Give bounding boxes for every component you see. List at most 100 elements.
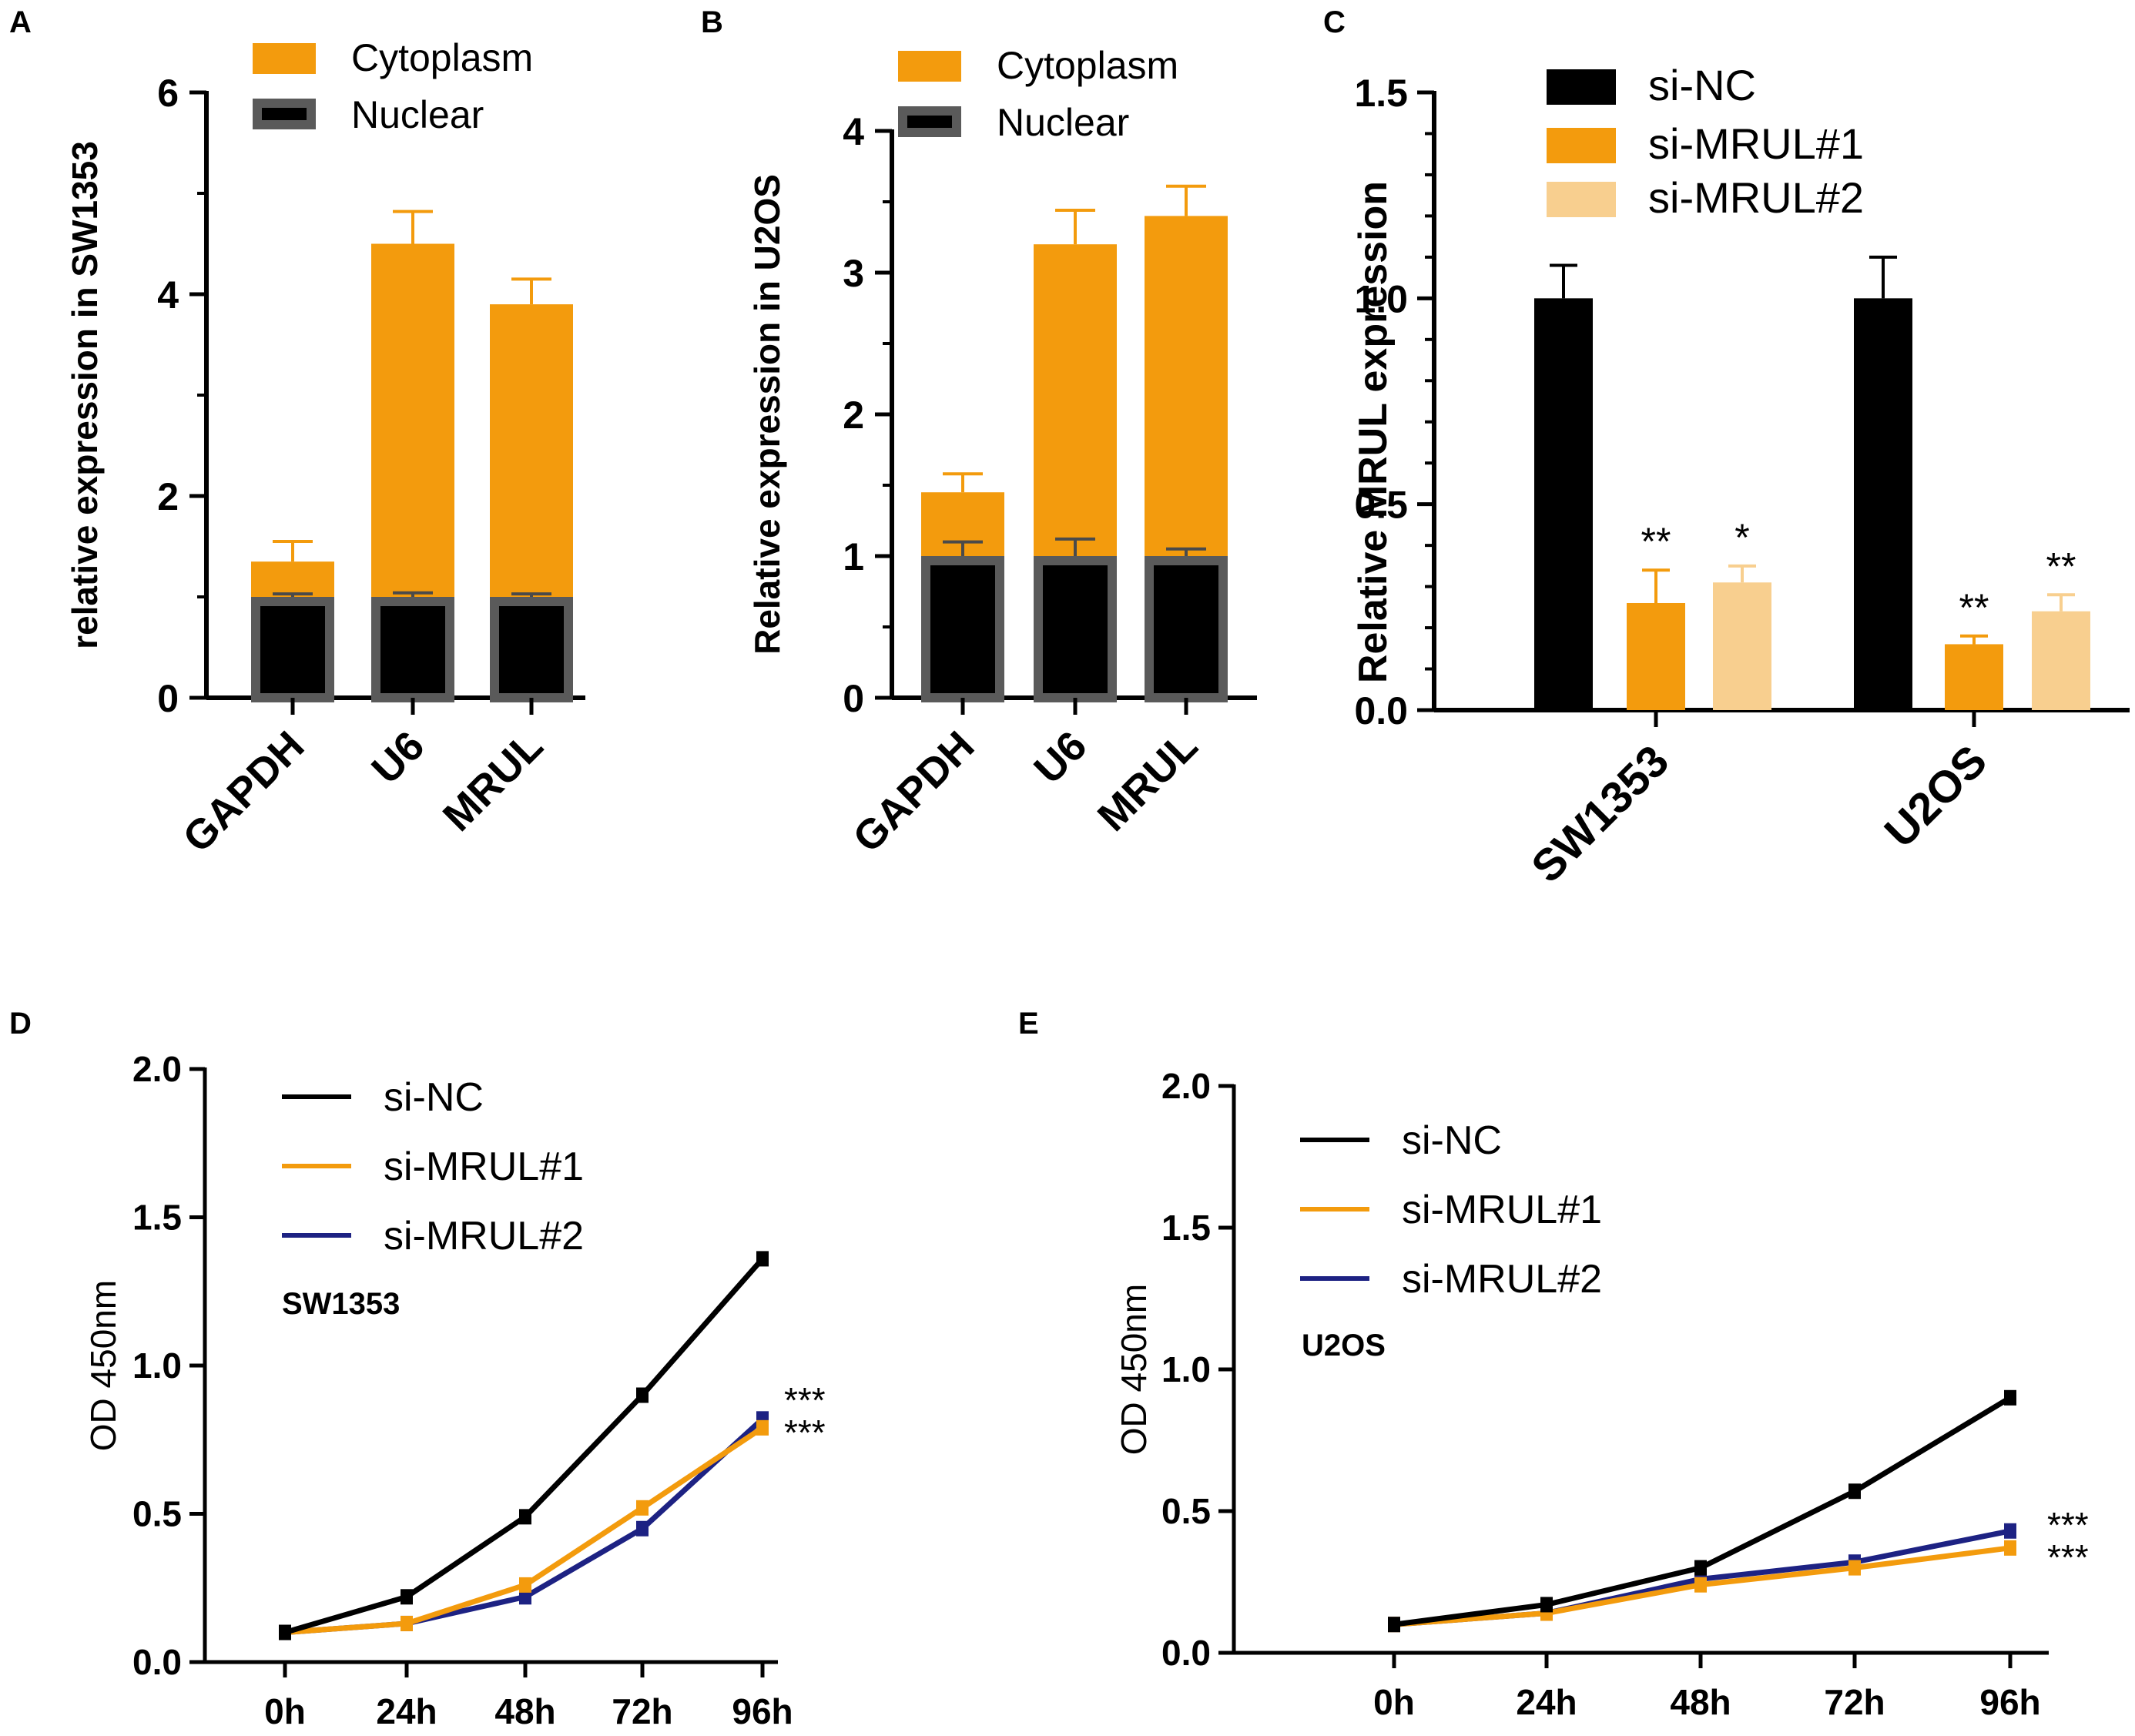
panel-a-cytoplasm-bar-gapdh — [251, 561, 334, 597]
panel-e-xtick-label-0h: 0h — [1373, 1682, 1415, 1722]
panel-e-ytick-label-2: 1.0 — [1161, 1349, 1211, 1389]
panel-a-legend-swatch-cytoplasm — [253, 43, 316, 74]
panel-d-point-si-mrul-2-48h — [519, 1589, 531, 1605]
panel-c-ytick-label-1: 0.5 — [1354, 484, 1408, 527]
panel-b-ytick-label-4: 4 — [843, 110, 864, 153]
panel-d-point-si-nc-48h — [519, 1509, 531, 1525]
panel-b-ytick-label-1: 1 — [843, 535, 864, 578]
panel-c-significance-u2os-si-mrul-2: ** — [2046, 545, 2076, 588]
panel-e-point-si-mrul-1-48h — [1694, 1577, 1707, 1593]
panel-a-legend-label-nuclear: Nuclear — [351, 93, 484, 136]
panel-c-y-axis-label: Relative MRUL expression — [1351, 181, 1396, 683]
panel-b-cytoplasm-bar-mrul — [1145, 216, 1228, 556]
panel-c-bar-u2os-si-mrul-1 — [1945, 644, 2003, 710]
panel-d-xtick-label-72h: 72h — [612, 1691, 672, 1731]
panel-e-point-si-mrul-1-72h — [1848, 1560, 1861, 1576]
panel-c-ytick-label-3: 1.5 — [1354, 72, 1408, 115]
panel-b-legend-swatch-nuclear — [898, 106, 961, 137]
panel-b-xtick-label-gapdh: GAPDH — [844, 722, 983, 861]
panel-a-xtick-label-gapdh: GAPDH — [174, 722, 313, 861]
panel-d-legend-label-si-mrul-2: si-MRUL#2 — [384, 1214, 584, 1258]
panel-c-bar-sw1353-si-mrul-1 — [1627, 602, 1685, 710]
panel-b-nuclear-bar-mrul — [1145, 556, 1228, 702]
panel-e-point-si-mrul-1-96h — [2004, 1540, 2016, 1556]
panel-e-point-si-nc-96h — [2004, 1389, 2016, 1406]
panel-a-cytoplasm-bar-mrul — [490, 304, 573, 597]
panel-d-ytick-label-2: 1.0 — [132, 1346, 182, 1386]
panel-e-ytick-label-0: 0.0 — [1161, 1633, 1211, 1673]
panel-b-xtick-label-u6: U6 — [1025, 722, 1095, 793]
panel-c-significance-sw1353-si-mrul-2: * — [1734, 516, 1749, 559]
panel-a-ytick-label-3: 6 — [157, 72, 179, 115]
panel-e-cell-line-label: U2OS — [1302, 1329, 1386, 1362]
panel-b-nuclear-bar-u6 — [1034, 556, 1117, 702]
panel-d-ytick-label-1: 0.5 — [132, 1494, 182, 1534]
panel-e-point-si-mrul-2-96h — [2004, 1523, 2016, 1539]
panel-d-significance-1: *** — [784, 1380, 826, 1420]
panel-e-point-si-nc-72h — [1848, 1483, 1861, 1500]
panel-a-legend-label-cytoplasm: Cytoplasm — [351, 36, 533, 79]
panel-c-legend-label-si-mrul-1: si-MRUL#1 — [1648, 119, 1864, 168]
panel-b-ytick-label-2: 2 — [843, 394, 864, 437]
panel-c-legend-swatch-si-nc — [1547, 69, 1616, 105]
panel-b-legend-label-cytoplasm: Cytoplasm — [997, 44, 1178, 87]
panel-e-xtick-label-72h: 72h — [1824, 1682, 1885, 1722]
panel-c-legend-label-si-nc: si-NC — [1648, 61, 1756, 109]
panel-e-legend-label-si-mrul-2: si-MRUL#2 — [1402, 1257, 1602, 1302]
panel-b-nuclear-bar-gapdh — [921, 556, 1004, 702]
panel-d-ytick-label-0: 0.0 — [132, 1642, 182, 1682]
panel-label-d: D — [9, 1007, 32, 1041]
panel-d-point-si-mrul-1-96h — [756, 1419, 769, 1436]
panel-e-xtick-label-24h: 24h — [1516, 1682, 1577, 1722]
panel-c-legend-swatch-si-mrul-1 — [1547, 128, 1616, 163]
panel-e-ytick-label-1: 0.5 — [1161, 1491, 1211, 1531]
panel-c-significance-sw1353-si-mrul-1: ** — [1641, 520, 1671, 563]
panel-d-point-si-nc-0h — [279, 1624, 291, 1640]
panel-d-significance-2: *** — [784, 1413, 826, 1453]
panel-d-xtick-label-24h: 24h — [376, 1691, 437, 1731]
panel-c-ytick-label-2: 1.0 — [1354, 277, 1408, 320]
panel-b-cytoplasm-bar-u6 — [1034, 244, 1117, 556]
panel-a-ytick-label-0: 0 — [157, 677, 179, 720]
panel-e-xtick-label-96h: 96h — [1979, 1682, 2040, 1722]
panel-a-nuclear-bar-gapdh — [251, 597, 334, 702]
panel-d-point-si-nc-96h — [756, 1251, 769, 1267]
panel-e-xtick-label-48h: 48h — [1670, 1682, 1731, 1722]
panel-d-point-si-mrul-2-72h — [636, 1520, 649, 1537]
panel-label-b: B — [701, 5, 723, 39]
panel-c-ytick-label-0: 0.0 — [1354, 689, 1408, 732]
panel-a-cytoplasm-bar-u6 — [371, 243, 454, 597]
panel-e-point-si-nc-24h — [1540, 1597, 1553, 1613]
panel-c-bar-u2os-si-nc — [1854, 298, 1912, 710]
panel-c-significance-u2os-si-mrul-1: ** — [1959, 586, 1989, 629]
panel-a-y-axis-label: relative expression in SW1353 — [65, 141, 105, 649]
panel-label-c: C — [1323, 5, 1346, 39]
panel-b-y-axis-label: Relative expression in U2OS — [747, 174, 787, 655]
panel-a-ytick-label-2: 4 — [157, 273, 179, 317]
panel-d-ytick-label-4: 2.0 — [132, 1049, 182, 1089]
panel-e-ytick-label-4: 2.0 — [1161, 1066, 1211, 1106]
panel-b-legend-label-nuclear: Nuclear — [997, 101, 1129, 144]
panel-d-legend-label-si-mrul-1: si-MRUL#1 — [384, 1144, 584, 1189]
panel-e-point-si-nc-48h — [1694, 1560, 1707, 1576]
panel-e-point-si-nc-0h — [1388, 1617, 1400, 1633]
panel-d-xtick-label-96h: 96h — [732, 1691, 793, 1731]
panel-c-xtick-label-u2os: U2OS — [1875, 736, 1997, 857]
panel-a-ytick-label-1: 2 — [157, 475, 179, 518]
panel-label-a: A — [9, 5, 32, 39]
panel-d-cell-line-label: SW1353 — [282, 1287, 400, 1321]
panel-c-legend-label-si-mrul-2: si-MRUL#2 — [1648, 173, 1864, 222]
panel-e-legend-label-si-nc: si-NC — [1402, 1118, 1502, 1163]
panel-b-ytick-label-3: 3 — [843, 252, 864, 295]
panel-c-bar-sw1353-si-nc — [1534, 298, 1593, 710]
panel-d-point-si-nc-72h — [636, 1387, 649, 1403]
panel-d-point-si-mrul-1-24h — [401, 1615, 413, 1631]
panel-d-ytick-label-3: 1.5 — [132, 1198, 182, 1238]
panel-b-legend-swatch-cytoplasm — [898, 51, 961, 82]
panel-e-y-axis-label: OD 450nm — [1114, 1284, 1154, 1455]
panel-d-point-si-nc-24h — [401, 1589, 413, 1605]
panel-label-e: E — [1018, 1007, 1039, 1041]
panel-d-xtick-label-48h: 48h — [494, 1691, 555, 1731]
panel-c-bar-u2os-si-mrul-2 — [2032, 611, 2090, 710]
panel-b-ytick-label-0: 0 — [843, 677, 864, 720]
